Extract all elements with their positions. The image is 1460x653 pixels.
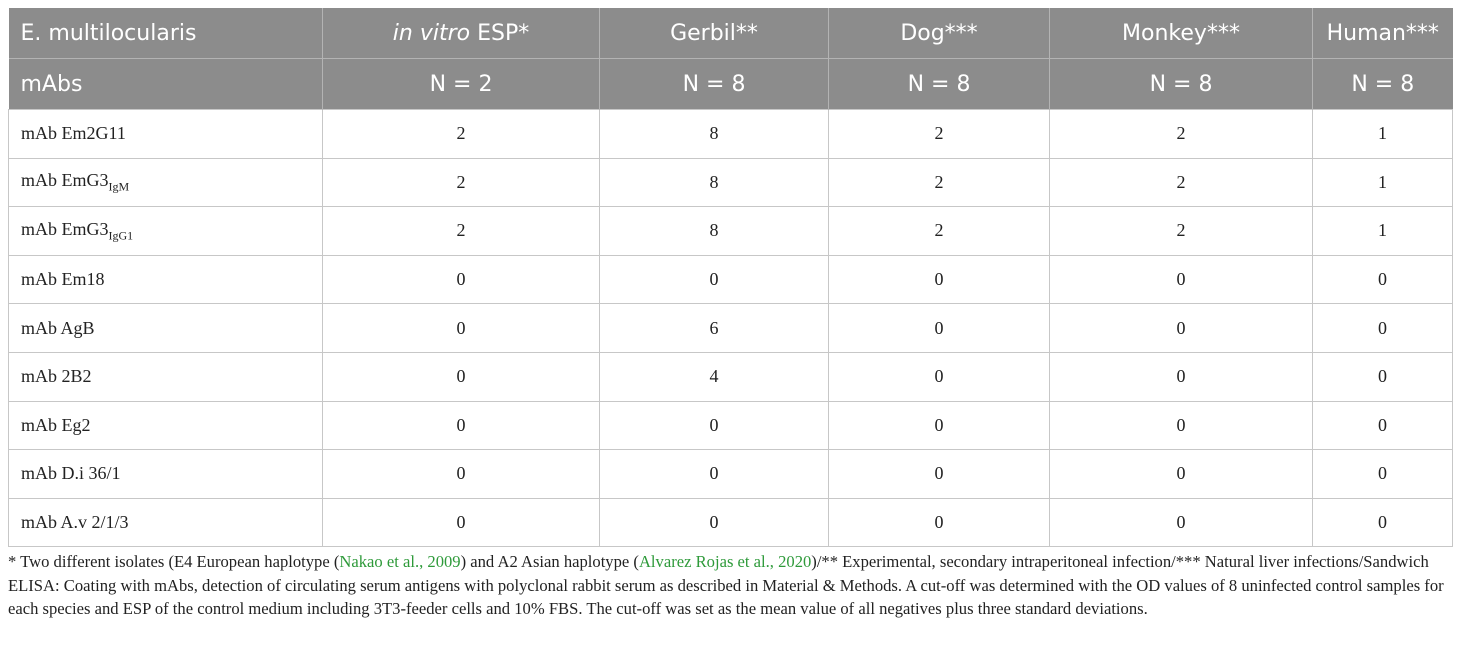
- table-cell: 1: [1312, 206, 1453, 256]
- row-label: mAb EmG3IgG1: [8, 206, 323, 256]
- table-cell: 8: [599, 157, 829, 208]
- table-cell: 0: [1312, 303, 1453, 353]
- header-human: Human***: [1312, 8, 1453, 59]
- table-cell: 0: [1049, 254, 1313, 305]
- table-cell: 8: [599, 109, 829, 159]
- table-cell: 0: [1049, 449, 1313, 499]
- row-label: mAb Em2G11: [8, 109, 323, 159]
- row-label: mAb Em18: [8, 254, 323, 305]
- table-cell: 0: [1312, 400, 1453, 451]
- table-row: mAb Eg2 0 0 0 0 0: [8, 400, 1453, 451]
- table-row: mAb A.v 2/1/3 0 0 0 0 0: [8, 497, 1453, 548]
- footnote-part2: ) and A2 Asian haplotype (: [460, 552, 639, 571]
- header-gerbil: Gerbil**: [599, 8, 829, 59]
- row-label: mAb EmG3IgM: [8, 157, 323, 208]
- row-label: mAb AgB: [8, 303, 323, 353]
- table-cell: 2: [828, 157, 1050, 208]
- table-cell: 0: [599, 497, 829, 548]
- table-cell: 4: [599, 351, 829, 402]
- table-row: mAb Em2G11 2 8 2 2 1: [8, 109, 1453, 159]
- row-label-text: mAb D.i 36/1: [21, 463, 121, 484]
- citation-link-nakao[interactable]: Nakao et al., 2009: [339, 552, 461, 571]
- table-cell: 1: [1312, 157, 1453, 208]
- table-cell: 0: [1312, 351, 1453, 402]
- row-label: mAb D.i 36/1: [8, 449, 323, 499]
- row-label: mAb A.v 2/1/3: [8, 497, 323, 548]
- row-label-subscript: IgM: [108, 179, 130, 194]
- row-label-text: mAb Em2G11: [21, 123, 126, 144]
- header-in-vitro-italic: in vitro: [392, 20, 471, 46]
- table-cell: 0: [828, 449, 1050, 499]
- header-dog: Dog***: [828, 8, 1050, 59]
- footnote-part3: )/** Experimental, secondary intraperito…: [8, 552, 1444, 618]
- table-cell: 0: [1312, 449, 1453, 499]
- table-cell: 2: [1049, 109, 1313, 159]
- table-row: mAb EmG3IgM 2 8 2 2 1: [8, 157, 1453, 208]
- row-label-text: mAb 2B2: [21, 366, 92, 387]
- table-cell: 0: [322, 400, 600, 451]
- table-cell: 2: [828, 109, 1050, 159]
- header-n-in-vitro: N = 2: [322, 58, 600, 110]
- footnote-part1: * Two different isolates (E4 European ha…: [8, 552, 340, 571]
- header-organism: E. multilocularis: [8, 8, 323, 59]
- table-cell: 0: [828, 303, 1050, 353]
- table-cell: 2: [1049, 157, 1313, 208]
- table-cell: 0: [599, 254, 829, 305]
- row-label-text: mAb A.v 2/1/3: [21, 512, 129, 533]
- table-cell: 0: [828, 497, 1050, 548]
- table-cell: 2: [322, 157, 600, 208]
- header-mabs: mAbs: [8, 58, 323, 110]
- table-cell: 0: [322, 254, 600, 305]
- row-label: mAb Eg2: [8, 400, 323, 451]
- table-cell: 8: [599, 206, 829, 256]
- table-cell: 0: [1312, 254, 1453, 305]
- table-cell: 0: [1049, 351, 1313, 402]
- row-label-text: mAb Eg2: [21, 414, 91, 435]
- row-label-text: mAb EmG3: [21, 218, 109, 239]
- table-cell: 6: [599, 303, 829, 353]
- table-cell: 1: [1312, 109, 1453, 159]
- table-cell: 2: [322, 109, 600, 159]
- row-label: mAb 2B2: [8, 351, 323, 402]
- header-n-human: N = 8: [1312, 58, 1453, 110]
- table-cell: 0: [599, 449, 829, 499]
- header-in-vitro-esp: in vitro ESP*: [322, 8, 600, 59]
- results-table-container: E. multilocularis in vitro ESP* Gerbil**…: [8, 8, 1453, 548]
- table-cell: 0: [1312, 497, 1453, 548]
- table-row: mAb EmG3IgG1 2 8 2 2 1: [8, 206, 1453, 256]
- row-label-subscript: IgG1: [108, 228, 134, 243]
- table-cell: 0: [1049, 303, 1313, 353]
- table-cell: 0: [322, 303, 600, 353]
- table-row: mAb AgB 0 6 0 0 0: [8, 303, 1453, 353]
- table-cell: 0: [828, 351, 1050, 402]
- table-cell: 0: [322, 449, 600, 499]
- table-row: mAb Em18 0 0 0 0 0: [8, 254, 1453, 305]
- header-monkey: Monkey***: [1049, 8, 1313, 59]
- table-cell: 0: [599, 400, 829, 451]
- row-label-text: mAb Em18: [21, 269, 105, 290]
- header-n-dog: N = 8: [828, 58, 1050, 110]
- table-cell: 0: [322, 497, 600, 548]
- table-cell: 2: [828, 206, 1050, 256]
- header-row-n: mAbs N = 2 N = 8 N = 8 N = 8 N = 8: [8, 58, 1453, 110]
- table-cell: 2: [1049, 206, 1313, 256]
- header-n-gerbil: N = 8: [599, 58, 829, 110]
- header-row-species: E. multilocularis in vitro ESP* Gerbil**…: [8, 8, 1453, 59]
- table-row: mAb D.i 36/1 0 0 0 0 0: [8, 449, 1453, 499]
- table-row: mAb 2B2 0 4 0 0 0: [8, 351, 1453, 402]
- header-n-monkey: N = 8: [1049, 58, 1313, 110]
- table-cell: 0: [1049, 400, 1313, 451]
- row-label-text: mAb AgB: [21, 317, 95, 338]
- row-label-text: mAb EmG3: [21, 170, 109, 191]
- table-body: mAb Em2G11 2 8 2 2 1 mAb EmG3IgM 2 8 2 2 1 mAb EmG3I…: [8, 109, 1453, 548]
- table-cell: 0: [828, 254, 1050, 305]
- table-footnote: * Two different isolates (E4 European ha…: [8, 550, 1454, 621]
- table-cell: 0: [322, 351, 600, 402]
- results-table: E. multilocularis in vitro ESP* Gerbil**…: [8, 8, 1453, 548]
- table-cell: 0: [1049, 497, 1313, 548]
- table-cell: 0: [828, 400, 1050, 451]
- header-esp-label: ESP*: [470, 20, 530, 46]
- citation-link-alvarez-rojas[interactable]: Alvarez Rojas et al., 2020: [638, 552, 812, 571]
- table-cell: 2: [322, 206, 600, 256]
